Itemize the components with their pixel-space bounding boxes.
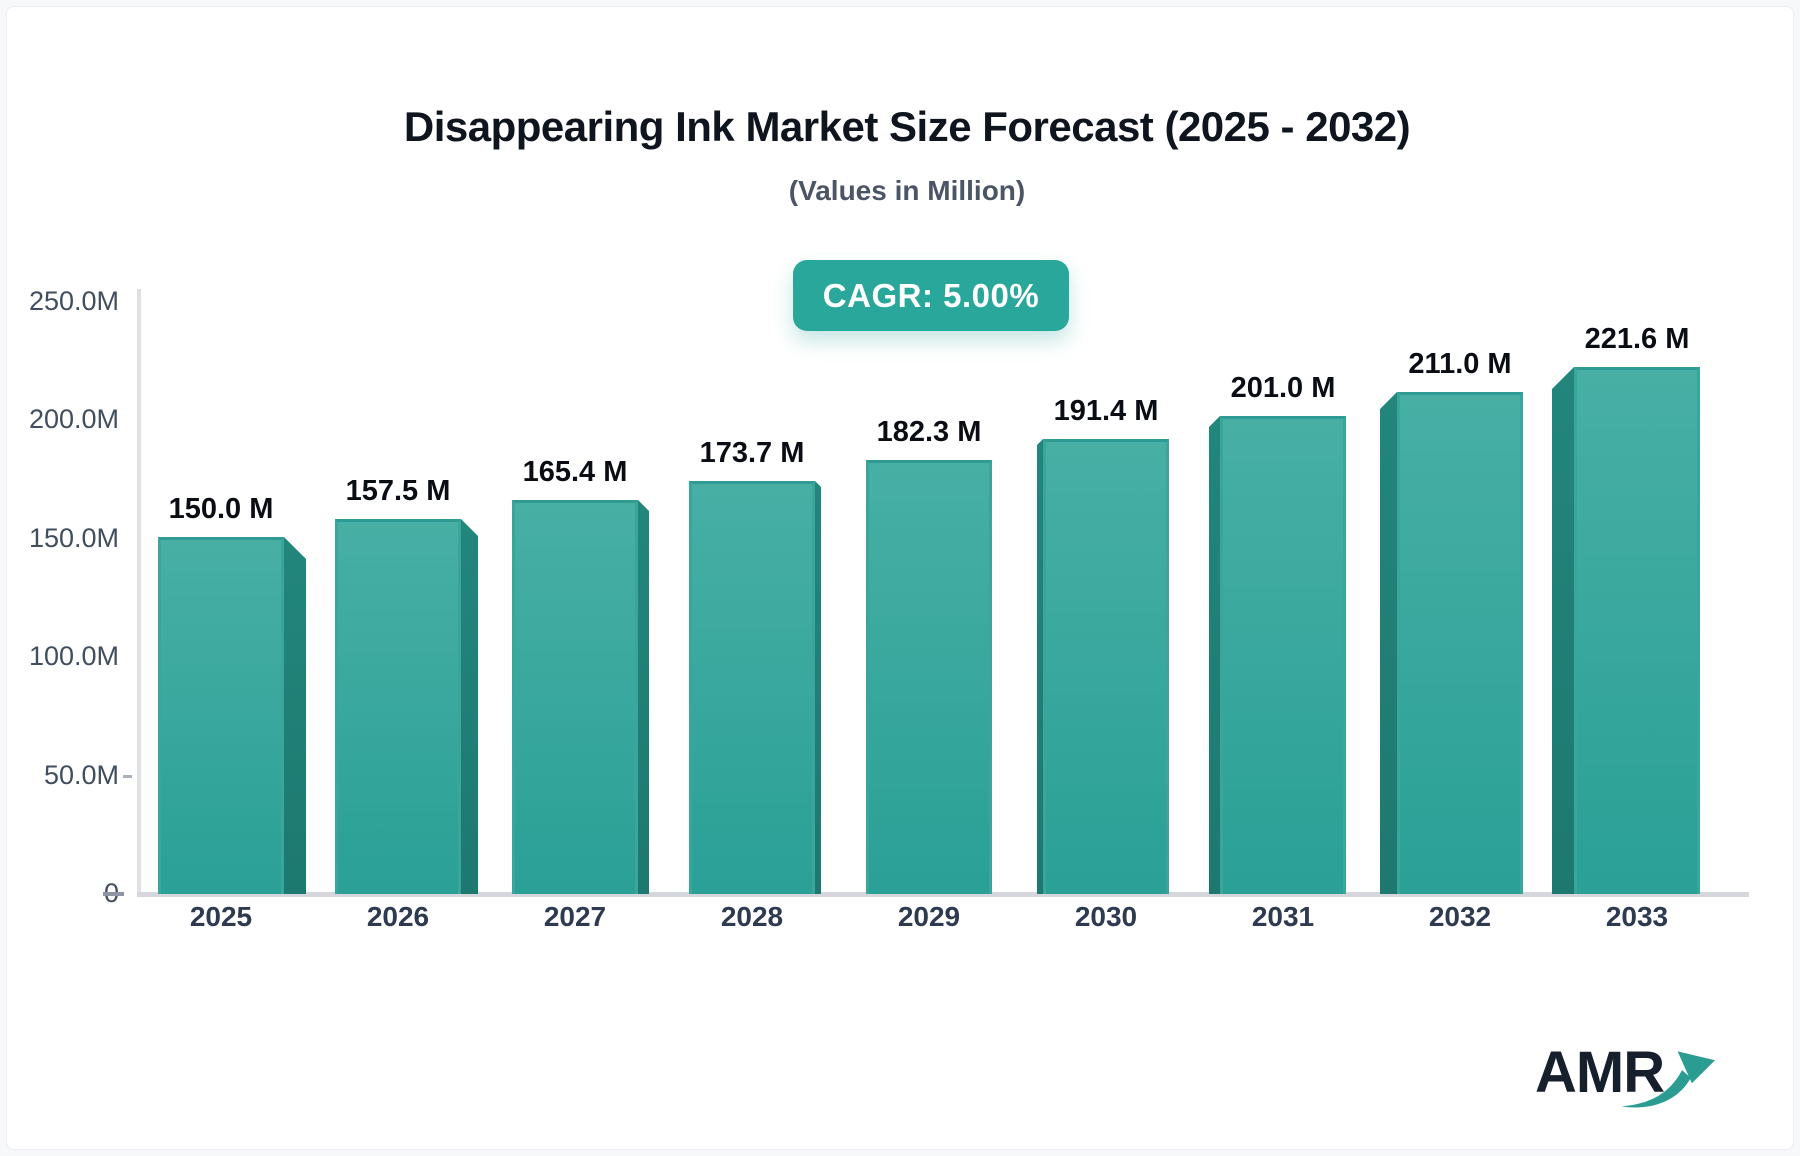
- y-axis-tick-label: 250.0M: [28, 286, 119, 316]
- bar-2033: [1552, 367, 1700, 894]
- bar-value-label: 221.6 M: [1584, 323, 1690, 355]
- y-axis-tick-label: 100.0M: [28, 641, 119, 671]
- bar-front-face: [1574, 367, 1700, 894]
- bar-2028: [689, 481, 821, 894]
- bar-value-label: 191.4 M: [1053, 395, 1159, 427]
- bar-front-face: [1397, 392, 1523, 894]
- bar-side-face: [815, 481, 821, 894]
- x-axis-tick-label: 2028: [720, 901, 784, 932]
- y-axis-tick-label: 200.0M: [28, 404, 119, 434]
- x-axis-tick-label: 2027: [543, 901, 607, 932]
- bar-value-label: 165.4 M: [522, 456, 628, 488]
- bar-value-label: 211.0 M: [1408, 348, 1512, 380]
- cagr-badge-label: CAGR: 5.00%: [822, 276, 1040, 314]
- x-axis-tick-label: 2030: [1074, 901, 1138, 932]
- bar-front-face: [1220, 416, 1346, 894]
- bar-front-face: [866, 460, 992, 894]
- bar-value-label: 182.3 M: [876, 416, 982, 448]
- bar-2029: [866, 460, 992, 894]
- bar-front-face: [512, 500, 638, 894]
- bar-2025: [158, 537, 306, 894]
- chart-card: Disappearing Ink Market Size Forecast (2…: [6, 6, 1794, 1150]
- bar-2027: [512, 500, 649, 894]
- y-axis-tick-mark: [123, 775, 132, 778]
- bar-side-face: [1037, 439, 1043, 894]
- x-axis-tick-label: 2029: [897, 901, 961, 932]
- bar-side-face: [1209, 416, 1220, 894]
- bar-front-face: [689, 481, 815, 894]
- bar-2031: [1209, 416, 1346, 894]
- x-axis-tick-label: 2033: [1605, 901, 1669, 932]
- bar-2032: [1380, 392, 1523, 894]
- bar-value-label: 150.0 M: [168, 493, 274, 525]
- bar-value-label: 157.5 M: [345, 475, 451, 507]
- cagr-badge: CAGR: 5.00%: [793, 260, 1069, 331]
- bar-2026: [335, 519, 478, 894]
- x-axis-baseline: [137, 892, 1749, 897]
- bar-value-label: 201.0 M: [1230, 372, 1336, 404]
- bar-front-face: [335, 519, 461, 894]
- bar-front-face: [158, 537, 284, 894]
- y-axis-tick-label: 50.0M: [43, 760, 119, 790]
- x-axis-tick-label: 2026: [366, 901, 430, 932]
- bar-side-face: [638, 500, 649, 894]
- y-axis-tick-label: 150.0M: [28, 523, 119, 553]
- bar-side-face: [1552, 367, 1574, 894]
- x-axis-tick-label: 2025: [189, 901, 253, 932]
- bar-2030: [1037, 439, 1169, 894]
- amr-logo-text: AMR: [1535, 1040, 1665, 1105]
- x-axis-tick-label: 2031: [1251, 901, 1315, 932]
- bar-front-face: [1043, 439, 1169, 894]
- growth-arrow-icon: [1621, 1051, 1715, 1108]
- bar-side-face: [461, 519, 478, 894]
- x-axis-tick-label: 2032: [1428, 901, 1492, 932]
- chart-title: Disappearing Ink Market Size Forecast (2…: [403, 103, 1411, 150]
- amr-logo: AMR: [1535, 1039, 1725, 1119]
- y-axis-line: [137, 289, 141, 893]
- bar-value-label: 173.7 M: [699, 437, 805, 469]
- y-axis-tick-mark: [103, 892, 124, 896]
- bar-side-face: [284, 537, 306, 894]
- bar-side-face: [1380, 392, 1397, 894]
- chart-subtitle: (Values in Million): [788, 175, 1026, 206]
